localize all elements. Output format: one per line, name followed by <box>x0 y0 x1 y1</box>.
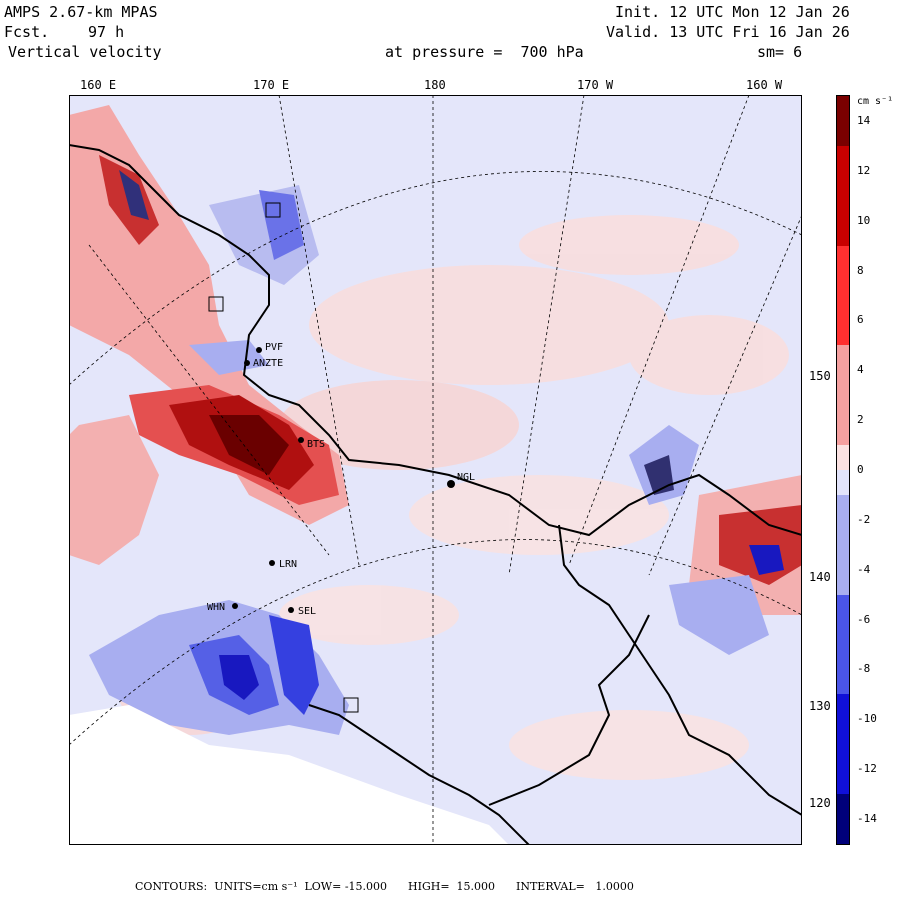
colorbar-segment <box>837 420 849 446</box>
upper-downdraft-region <box>189 185 319 375</box>
colorbar-segment <box>837 220 849 247</box>
coastlines <box>69 144 802 845</box>
vertical-velocity-map: NGL LRN WHN SEL BTS PVF ANZTE <box>69 95 802 845</box>
station-box-marker <box>265 202 281 218</box>
colorbar-tick-label: -6 <box>857 612 871 626</box>
colorbar-tick-label: 12 <box>857 163 871 177</box>
lon-label-180: 180 <box>424 78 446 92</box>
station-bts-label: BTS <box>307 439 325 450</box>
station-sel-label: SEL <box>298 606 316 617</box>
forecast-label: Fcst. <box>4 23 50 41</box>
station-pvf-marker <box>256 347 262 353</box>
colorbar-tick-label: -2 <box>857 512 871 526</box>
colorbar-segment <box>837 195 849 222</box>
graticule <box>69 95 802 845</box>
station-bts-marker <box>298 437 304 443</box>
right-perturbation-region <box>629 425 802 655</box>
colorbar-tick-label: -12 <box>857 762 877 776</box>
colorbar-segment <box>837 619 849 646</box>
station-whn-marker <box>232 603 238 609</box>
model-title: AMPS 2.67-km MPAS <box>4 3 158 21</box>
colorbar-segment <box>837 470 849 496</box>
colorbar-segment <box>837 494 849 521</box>
station-whn-label: WHN <box>207 602 225 613</box>
lon-label-170w: 170 W <box>577 78 614 92</box>
colorbar-segment <box>837 819 849 845</box>
colorbar-segment <box>837 569 849 596</box>
station-lrn-label: LRN <box>279 559 297 570</box>
parallel-outer <box>69 171 802 386</box>
colorbar-segment <box>837 145 849 172</box>
strong-downdraft-region <box>69 600 509 845</box>
colorbar-segment <box>837 270 849 296</box>
colorbar-tick-label: 6 <box>857 313 864 327</box>
coastline-east <box>558 524 802 816</box>
coastline-inlet <box>488 614 650 806</box>
smoothing-value: sm= 6 <box>757 43 803 61</box>
station-markers: NGL LRN WHN SEL BTS PVF ANZTE <box>207 202 475 713</box>
map-frame <box>69 95 802 845</box>
colorbar-segment <box>837 120 849 147</box>
colorbar-tick-label: 8 <box>857 263 864 277</box>
contour-info: CONTOURS: UNITS=cm s⁻¹ LOW= -15.000 HIGH… <box>135 880 634 893</box>
colorbar-tick-label: 10 <box>857 213 871 227</box>
station-ngl-marker <box>447 480 455 488</box>
colorbar-segment <box>837 445 849 471</box>
colorbar-tick-label: -8 <box>857 662 871 676</box>
meridian-160e <box>88 244 330 556</box>
strong-updraft-region <box>69 105 349 565</box>
parallel-middle <box>69 539 802 746</box>
station-sel-marker <box>288 607 294 613</box>
lon-label-160w: 160 W <box>746 78 783 92</box>
valid-time: Valid. 13 UTC Fri 16 Jan 26 <box>606 23 850 41</box>
forecast-hour: 97 h <box>88 23 125 41</box>
coastline-south <box>308 704 530 845</box>
colorbar-tick-label: -14 <box>857 812 877 826</box>
meridian-150w <box>648 214 802 576</box>
colorbar-segment <box>837 395 849 421</box>
colorbar-tick-label: 4 <box>857 363 864 377</box>
colorbar-segment <box>837 594 849 621</box>
colorbar-segment <box>837 694 849 720</box>
station-lrn-marker <box>269 560 275 566</box>
field-name: Vertical velocity <box>8 43 162 61</box>
station-box-marker-3 <box>343 697 359 713</box>
colorbar-segment <box>837 345 849 371</box>
colorbar-segment <box>837 744 849 770</box>
colorbar-segment <box>837 295 849 321</box>
colorbar-units: cm s⁻¹ <box>857 96 894 107</box>
colorbar-segment <box>837 170 849 197</box>
lon-label-170e: 170 E <box>253 78 290 92</box>
colorbar-tick-label: -4 <box>857 562 871 576</box>
colorbar-segment <box>837 769 849 795</box>
colorbar-segment <box>837 320 849 346</box>
station-box-marker-2 <box>208 296 224 312</box>
station-anzte-label: ANZTE <box>253 358 283 369</box>
colorbar-tick-label: -10 <box>857 712 877 726</box>
colorbar-segment <box>837 245 849 272</box>
map-panel: NGL LRN WHN SEL BTS PVF ANZTE <box>69 95 802 845</box>
colorbar-tick-label: 2 <box>857 413 864 427</box>
colorbar-segment <box>837 519 849 546</box>
colorbar-segment <box>837 669 849 695</box>
colorbar-tick-label: 14 <box>857 113 871 127</box>
weak-perturbation-texture <box>119 215 789 780</box>
meridian-170e <box>278 95 360 566</box>
colorbar-segment <box>837 544 849 571</box>
pressure-level: at pressure = 700 hPa <box>385 43 584 61</box>
meridian-170w <box>508 95 585 576</box>
station-pvf-label: PVF <box>265 342 283 353</box>
colorbar-segment <box>837 96 849 122</box>
colorbar-segment <box>837 644 849 670</box>
station-ngl-label: NGL <box>457 472 475 483</box>
colorbar-segment <box>837 794 849 820</box>
coastline-main <box>69 144 802 537</box>
colorbar-segment <box>837 370 849 396</box>
colorbar <box>836 95 850 845</box>
init-time: Init. 12 UTC Mon 12 Jan 26 <box>615 3 850 21</box>
lon-label-160e: 160 E <box>80 78 117 92</box>
station-anzte-marker <box>244 360 250 366</box>
colorbar-tick-label: 0 <box>857 463 864 476</box>
colorbar-segment <box>837 719 849 745</box>
